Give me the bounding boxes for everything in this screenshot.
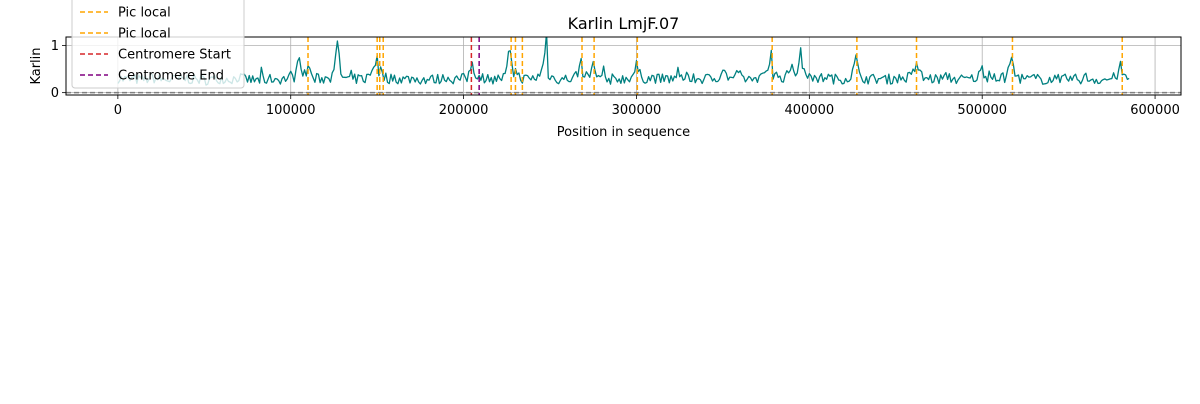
legend-label-2: Centromere Start [118,48,231,63]
x-tick-label-0: 0 [114,103,122,118]
x-tick-label-4: 400000 [785,103,835,118]
vline-layer [307,37,1123,95]
legend-label-0: Pic local [118,6,171,21]
series-line-0 [117,37,1130,86]
y-tick-label-1: 1 [51,39,59,54]
x-tick-label-3: 300000 [612,103,662,118]
legend-label-1: Pic local [118,27,171,42]
y-tick-label-0: 0 [51,86,59,101]
legend-label-3: Centromere End [118,69,224,84]
y-axis-ticks: 01 [51,39,66,101]
series-layer [117,37,1130,86]
plot-frame [65,36,1182,96]
legend-box [71,0,245,89]
x-axis-label: Position in sequence [557,125,690,140]
y-axis-label: Karlin [29,47,44,84]
x-tick-label-5: 500000 [957,103,1007,118]
x-tick-label-1: 100000 [266,103,316,118]
chart-title: Karlin LmjF.07 [568,14,680,33]
x-axis-ticks: 0 100000 200000 300000 400000 500000 600000 [114,95,1180,118]
legend: Pic local Pic local Centromere Start Centro… [71,0,245,89]
x-tick-label-6: 600000 [1130,103,1180,118]
x-tick-label-2: 200000 [439,103,489,118]
